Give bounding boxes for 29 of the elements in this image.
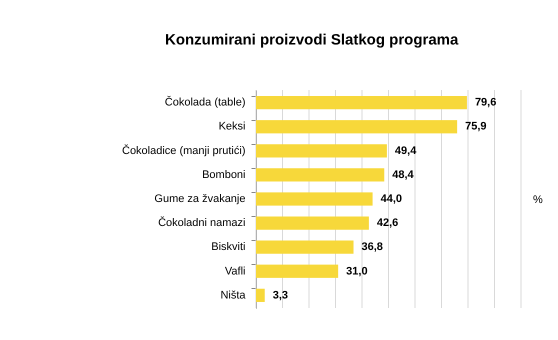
bar — [256, 240, 354, 254]
data-label: 75,9 — [465, 120, 487, 133]
bar — [256, 288, 265, 302]
data-label: 31,0 — [346, 265, 368, 278]
bar — [256, 96, 467, 110]
data-label: 49,4 — [394, 144, 418, 157]
y-tick-label: Bomboni — [202, 168, 246, 181]
data-label: 42,6 — [376, 217, 398, 230]
bar — [256, 192, 373, 206]
y-tick-label: Ništa — [220, 289, 246, 302]
y-tick-label: Vafli — [224, 265, 246, 278]
y-tick-label: Biskviti — [211, 241, 246, 254]
y-tick-label: Čokoladice (manji prutići) — [122, 144, 246, 157]
y-tick-label: Čokoladni namazi — [158, 216, 246, 230]
data-label: 3,3 — [272, 289, 288, 302]
text: % — [533, 194, 543, 206]
data-label: 44,0 — [380, 193, 402, 205]
y-tick-label: Keksi — [218, 120, 246, 133]
chart-title: Konzumirani proizvodi Slatkog programa — [165, 32, 460, 48]
bar — [256, 264, 338, 278]
bar — [256, 120, 458, 134]
bar — [256, 216, 369, 230]
bar — [256, 144, 387, 158]
y-tick-label: Čokolada (table) — [164, 96, 246, 109]
y-tick-label: Gume za žvakanje — [154, 193, 246, 205]
bar — [256, 168, 384, 182]
data-label: 36,8 — [362, 241, 383, 254]
data-label: 48,4 — [392, 168, 415, 181]
data-label: 79,6 — [474, 96, 496, 109]
